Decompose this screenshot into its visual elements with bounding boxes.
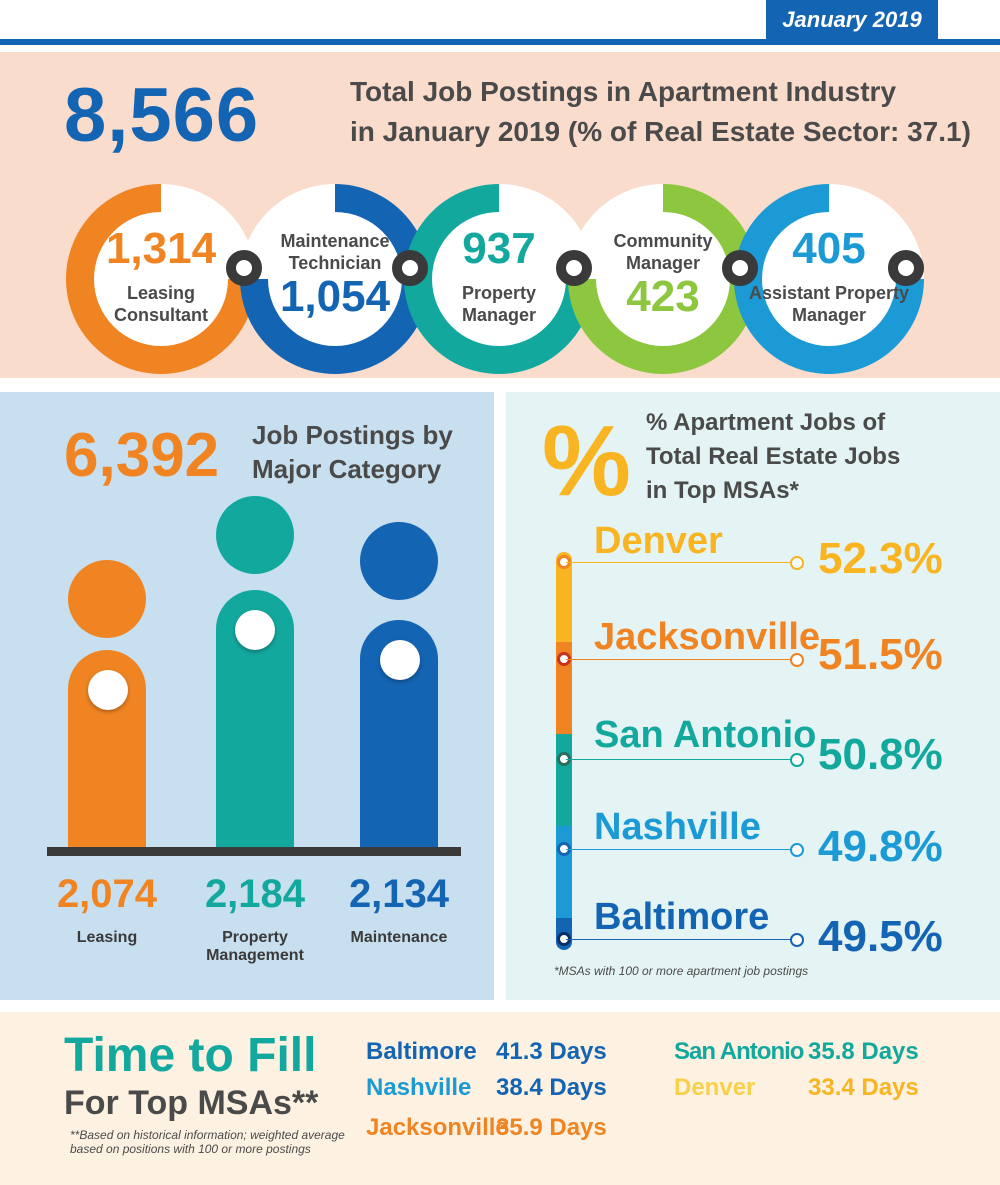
ring-connector-knob: [226, 250, 262, 286]
msa-bar-segment: [556, 826, 572, 918]
msa-title-line2: Total Real Estate Jobs: [646, 443, 901, 470]
ring-value: 937: [462, 224, 536, 273]
maintenance-figure-dot: [380, 640, 420, 680]
msa-pct-baltimore: 49.5%: [818, 912, 943, 961]
figures-baseline: [47, 847, 461, 856]
ring-value: 405: [792, 224, 866, 273]
msa-right-dot: [790, 753, 804, 767]
time-to-fill-subtitle: For Top MSAs**: [64, 1084, 319, 1122]
ring-label: Assistant Property: [748, 283, 910, 303]
msa-pct-jacksonville: 51.5%: [818, 630, 943, 679]
fill-city-baltimore: Baltimore: [366, 1038, 477, 1065]
ring-value: 423: [626, 272, 700, 321]
leasing-figure-head: [68, 560, 146, 638]
msa-city-nashville: Nashville: [594, 806, 761, 848]
fill-days-nashville: 38.4 Days: [496, 1074, 607, 1101]
msa-city-san-antonio: San Antonio: [594, 714, 817, 756]
msa-right-dot: [790, 556, 804, 570]
msa-leader-line: [566, 849, 796, 850]
total-postings-title: Total Job Postings in Apartment Industry…: [350, 72, 990, 152]
ring-label: Property: [461, 283, 537, 303]
msa-footnote: *MSAs with 100 or more apartment job pos…: [554, 964, 809, 978]
major-category-section: 6,392 Job Postings by Major Category 2,0…: [0, 392, 494, 1000]
ring-inner: [596, 212, 730, 346]
top-rule: [0, 39, 1000, 45]
property-management-label: Property: [222, 929, 288, 946]
msa-pct-san-antonio: 50.8%: [818, 730, 943, 779]
ring-label: Community: [613, 231, 713, 251]
msa-city-jacksonville: Jacksonville: [594, 616, 821, 658]
ring-leasing-consultant: 1,314 Leasing Consultant: [66, 184, 256, 374]
msa-title-line3: in Top MSAs*: [646, 477, 799, 504]
msa-right-dot: [790, 843, 804, 857]
msa-leader-line: [566, 659, 796, 660]
msa-city-baltimore: Baltimore: [594, 896, 770, 938]
time-to-fill-section: Time to Fill For Top MSAs** **Based on h…: [0, 1012, 1000, 1185]
ring-value: 1,314: [105, 224, 217, 273]
msa-bar-segment: [556, 552, 572, 642]
ring-inner: [432, 212, 566, 346]
msa-leader-line: [566, 759, 796, 760]
major-category-title: Job Postings by Major Category: [252, 418, 453, 486]
time-to-fill-title: Time to Fill: [64, 1029, 317, 1082]
fill-days-baltimore: 41.3 Days: [496, 1038, 607, 1065]
msa-city-denver: Denver: [594, 520, 723, 562]
ring-connector-knob: [888, 250, 924, 286]
ring-label: Manager: [791, 305, 867, 325]
fill-city-nashville: Nashville: [366, 1074, 472, 1101]
leasing-label: Leasing: [76, 929, 138, 946]
msa-bar-segment: [556, 734, 572, 826]
ring-property-manager: 937 Property Manager: [404, 184, 594, 374]
msa-pct-nashville: 49.8%: [818, 822, 943, 871]
ring-inner: [94, 212, 228, 346]
ring-connector-knob: [392, 250, 428, 286]
maintenance-label: Maintenance: [350, 929, 448, 946]
percent-icon: %: [542, 405, 631, 517]
fill-city-san-antonio: San Antonio: [674, 1038, 804, 1065]
maintenance-figure-head: [360, 522, 438, 600]
msa-leader-line: [566, 562, 796, 563]
property-management-figure-head: [216, 496, 294, 574]
ring-label: Manager: [625, 253, 701, 273]
ring-label: Manager: [461, 305, 537, 325]
msa-right-dot: [790, 653, 804, 667]
property-management-figure-dot: [235, 610, 275, 650]
msa-leader-line: [566, 939, 796, 940]
property-management-value: 2,184: [204, 872, 306, 916]
msa-pct-denver: 52.3%: [818, 534, 943, 583]
msa-right-dot: [790, 933, 804, 947]
fill-city-jacksonville: Jacksonville: [366, 1114, 509, 1141]
maintenance-value: 2,134: [348, 872, 450, 916]
ring-label: Technician: [288, 253, 382, 273]
property-management-label-line2: Management: [206, 947, 304, 964]
fill-days-san-antonio: 35.8 Days: [808, 1038, 919, 1065]
major-title-line2: Major Category: [252, 454, 442, 484]
total-title-line2: in January 2019 (% of Real Estate Sector…: [350, 116, 971, 147]
fill-city-denver: Denver: [674, 1074, 756, 1101]
major-title-line1: Job Postings by: [252, 420, 453, 450]
date-tab: January 2019: [766, 0, 938, 40]
total-postings-section: 8,566 Total Job Postings in Apartment In…: [0, 52, 1000, 378]
leasing-figure-dot: [88, 670, 128, 710]
fill-days-jacksonville: 35.9 Days: [496, 1114, 607, 1141]
ring-label: Leasing: [126, 283, 196, 303]
major-category-total: 6,392: [64, 421, 220, 490]
ring-inner: [762, 212, 896, 346]
msa-title-line1: % Apartment Jobs of: [646, 409, 886, 436]
leasing-value: 2,074: [56, 872, 158, 916]
time-to-fill-note: **Based on historical information; weigh…: [70, 1128, 345, 1156]
ring-value: 1,054: [279, 272, 391, 321]
total-title-line1: Total Job Postings in Apartment Industry: [350, 76, 897, 107]
ring-label: Maintenance: [280, 231, 390, 251]
fill-days-denver: 33.4 Days: [808, 1074, 919, 1101]
total-postings-number: 8,566: [64, 73, 260, 158]
ring-label: Consultant: [114, 305, 208, 325]
ring-connector-knob: [556, 250, 592, 286]
msa-percent-title: % Apartment Jobs of Total Real Estate Jo…: [646, 406, 900, 508]
ring-connector-knob: [722, 250, 758, 286]
msa-percent-section: % % Apartment Jobs of Total Real Estate …: [506, 392, 1000, 1000]
ring-inner: [268, 212, 402, 346]
